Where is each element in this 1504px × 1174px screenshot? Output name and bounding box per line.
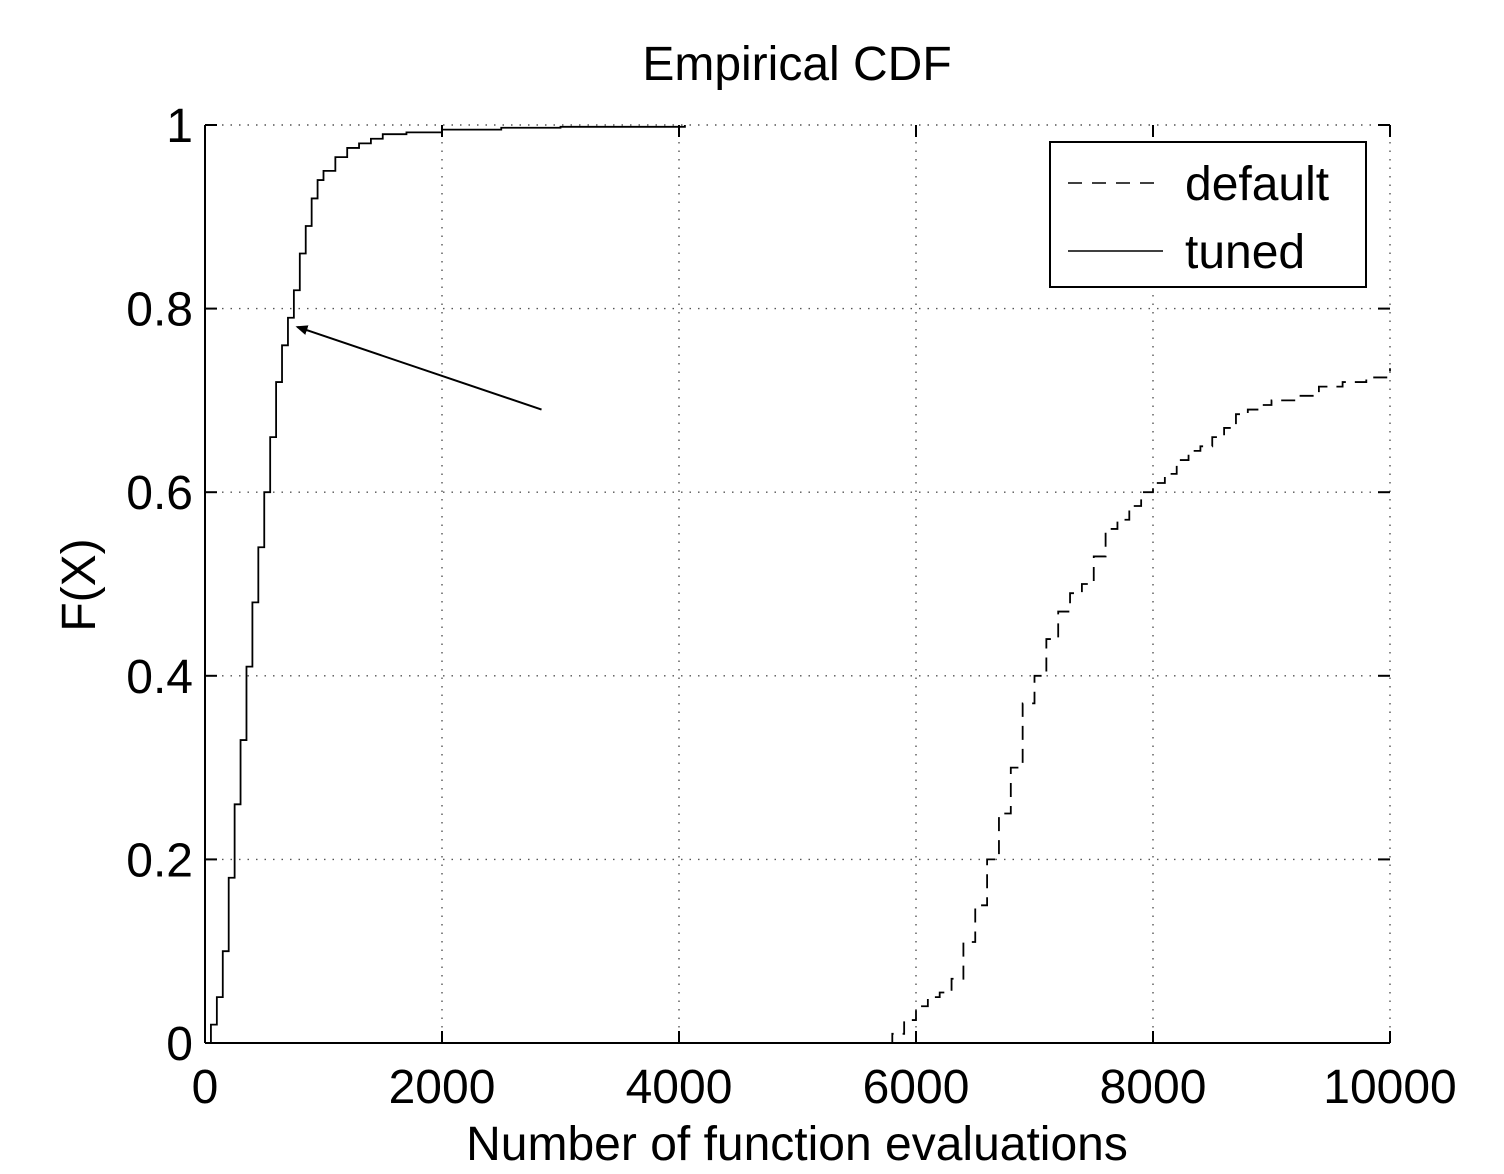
x-tick-label: 6000 [863,1061,970,1114]
x-tick-label: 8000 [1100,1061,1207,1114]
annotation-layer [295,325,542,411]
x-tick-label: 0 [192,1061,219,1114]
tick-labels: 0 2000 4000 6000 8000 10000 0 0.2 0.4 0.6 0.8 1 [126,100,1456,1114]
annotation-arrow [295,325,542,411]
y-tick-label: 0.8 [126,284,193,337]
y-tick-label: 0 [166,1018,193,1071]
chart-title: Empirical CDF [642,38,951,91]
series-line-tuned [205,125,686,1044]
y-axis-label: F(X) [53,538,106,631]
x-tick-label: 4000 [626,1061,733,1114]
legend-label-tuned: tuned [1185,226,1305,279]
series-layer [205,125,1391,1044]
y-tick-label: 0.2 [126,834,193,887]
series-line-default [773,368,1391,1044]
x-axis-label: Number of function evaluations [466,1118,1128,1171]
legend: default tuned [1049,141,1367,288]
x-tick-label: 10000 [1323,1061,1456,1114]
x-tick-label: 2000 [389,1061,496,1114]
legend-label-default: default [1185,158,1329,211]
y-tick-label: 0.4 [126,651,193,704]
legend-box [1049,141,1367,288]
y-tick-label: 0.6 [126,467,193,520]
y-tick-label: 1 [166,100,193,153]
